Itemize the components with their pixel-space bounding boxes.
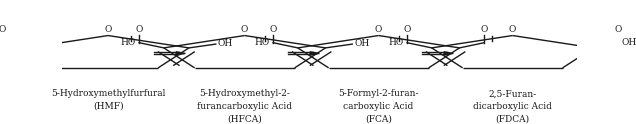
Text: O: O bbox=[104, 25, 112, 34]
Text: 2,5-Furan-: 2,5-Furan- bbox=[488, 89, 537, 98]
Text: OH: OH bbox=[218, 39, 233, 48]
Text: O: O bbox=[269, 25, 277, 34]
Text: O: O bbox=[614, 25, 622, 34]
Text: (FCA): (FCA) bbox=[365, 114, 392, 123]
Text: O: O bbox=[375, 25, 382, 34]
Text: 5-Hydroxymethyl-2-: 5-Hydroxymethyl-2- bbox=[199, 89, 290, 98]
Text: carboxylic Acid: carboxylic Acid bbox=[343, 102, 414, 111]
Text: O: O bbox=[135, 25, 142, 34]
Text: OH: OH bbox=[354, 39, 370, 48]
Polygon shape bbox=[176, 52, 185, 55]
Text: 5-Hydroxymethylfurfural: 5-Hydroxymethylfurfural bbox=[51, 89, 165, 98]
Text: O: O bbox=[481, 25, 488, 34]
Text: O: O bbox=[0, 25, 6, 34]
Text: O: O bbox=[241, 25, 248, 34]
Text: O: O bbox=[509, 25, 516, 34]
Text: HO: HO bbox=[121, 38, 136, 47]
Text: (FDCA): (FDCA) bbox=[495, 114, 530, 123]
Text: 5-Formyl-2-furan-: 5-Formyl-2-furan- bbox=[338, 89, 419, 98]
Text: OH: OH bbox=[621, 38, 636, 47]
Text: (HMF): (HMF) bbox=[93, 102, 123, 111]
Text: dicarboxylic Acid: dicarboxylic Acid bbox=[473, 102, 552, 111]
Text: HO: HO bbox=[389, 38, 404, 47]
Text: (HFCA): (HFCA) bbox=[227, 114, 262, 123]
Polygon shape bbox=[310, 52, 319, 55]
Text: HO: HO bbox=[254, 38, 270, 47]
Text: furancarboxylic Acid: furancarboxylic Acid bbox=[197, 102, 292, 111]
Text: O: O bbox=[403, 25, 411, 34]
Polygon shape bbox=[444, 52, 453, 55]
